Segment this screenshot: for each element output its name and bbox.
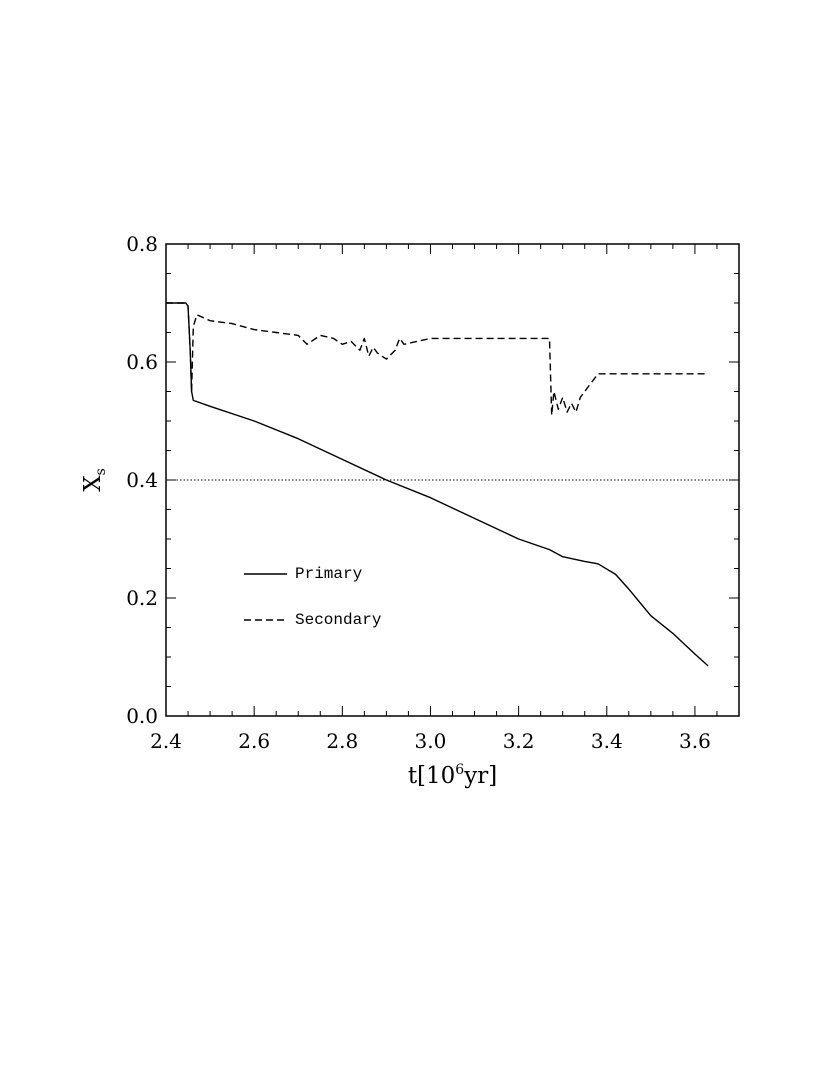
x-tick-label: 2.8 <box>326 729 358 753</box>
y-tick-label: 0.4 <box>126 468 158 492</box>
x-axis-label: t[106yr] <box>408 762 497 789</box>
x-tick-label: 3.2 <box>503 729 535 753</box>
x-tick-label: 3.4 <box>591 729 623 753</box>
legend-label-primary: Primary <box>295 565 363 583</box>
legend: Primary Secondary <box>244 565 382 629</box>
axis-ticks: 2.4 2.6 2.8 3.0 3.2 3.4 3.6 0.0 0.2 0.4 0.6 0.8 <box>126 232 740 753</box>
axis-labels: t[106yr] Xs <box>80 468 497 789</box>
y-tick-label: 0.2 <box>126 586 158 610</box>
series-line-secondary <box>166 302 709 416</box>
series-line-primary <box>166 302 709 667</box>
y-tick-label: 0.6 <box>126 350 158 374</box>
x-tick-label: 2.4 <box>150 729 182 753</box>
legend-label-secondary: Secondary <box>295 611 382 629</box>
y-tick-label: 0.8 <box>126 232 158 256</box>
y-axis-label: Xs <box>80 468 109 492</box>
x-tick-label: 3.0 <box>415 729 447 753</box>
y-tick-label: 0.0 <box>126 704 158 728</box>
x-tick-label: 3.6 <box>679 729 711 753</box>
series-layer <box>166 302 739 667</box>
x-tick-label: 2.6 <box>238 729 270 753</box>
